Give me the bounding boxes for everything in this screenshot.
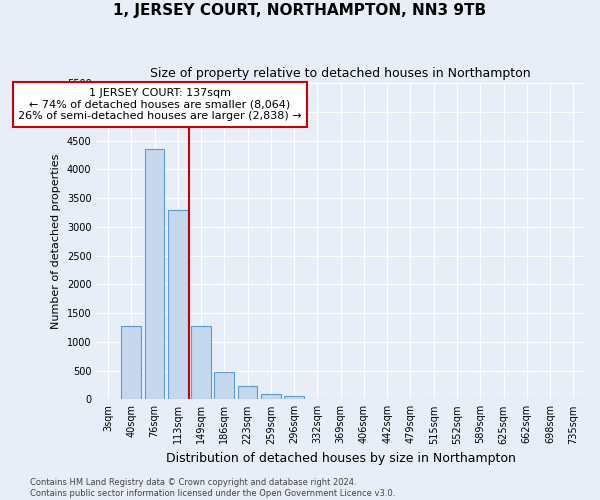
Text: Contains HM Land Registry data © Crown copyright and database right 2024.
Contai: Contains HM Land Registry data © Crown c… [30, 478, 395, 498]
Bar [238, 386, 257, 400]
Bar [191, 326, 211, 400]
Y-axis label: Number of detached properties: Number of detached properties [51, 154, 61, 329]
Bar [145, 149, 164, 400]
Bar [214, 372, 234, 400]
Bar [261, 394, 281, 400]
X-axis label: Distribution of detached houses by size in Northampton: Distribution of detached houses by size … [166, 452, 515, 465]
Text: 1 JERSEY COURT: 137sqm
← 74% of detached houses are smaller (8,064)
26% of semi-: 1 JERSEY COURT: 137sqm ← 74% of detached… [18, 88, 302, 121]
Bar [121, 326, 141, 400]
Bar [284, 396, 304, 400]
Title: Size of property relative to detached houses in Northampton: Size of property relative to detached ho… [151, 68, 531, 80]
Text: 1, JERSEY COURT, NORTHAMPTON, NN3 9TB: 1, JERSEY COURT, NORTHAMPTON, NN3 9TB [113, 2, 487, 18]
Bar [168, 210, 188, 400]
